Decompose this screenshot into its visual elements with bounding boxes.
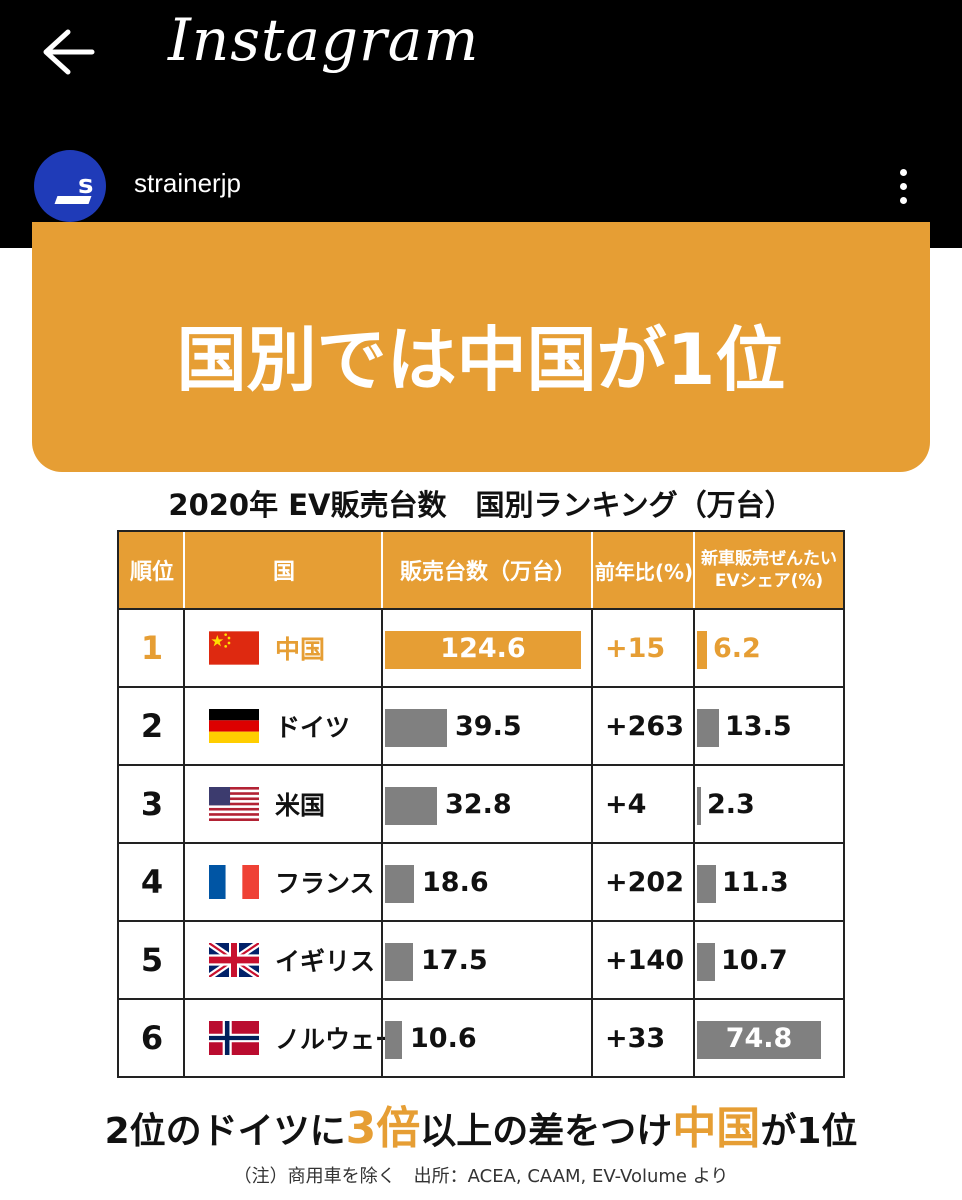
header-divider	[591, 532, 593, 608]
sales-value: 17.5	[421, 944, 488, 976]
sales-bar	[385, 709, 447, 747]
app-title: Instagram	[168, 6, 480, 74]
norway-flag-icon	[209, 1021, 259, 1055]
table-row: 3 米国 32.8 +4 2.3	[119, 764, 843, 842]
share-bar	[697, 943, 715, 981]
country-name: ドイツ	[275, 713, 351, 742]
yoy-value: +202	[605, 866, 684, 898]
rank-cell: 6	[140, 1019, 164, 1057]
sales-bar	[385, 943, 413, 981]
yoy-value: +140	[605, 944, 684, 976]
sales-bar	[385, 1021, 402, 1059]
table-row: 1 中国 124.6 +15 6.2	[119, 608, 843, 686]
share-bar	[697, 787, 701, 825]
germany-flag-icon	[209, 709, 259, 743]
yoy-value: +15	[605, 632, 666, 664]
yoy-value: +33	[605, 1022, 666, 1054]
header-divider	[183, 532, 185, 608]
rank-cell: 3	[140, 785, 164, 823]
header-rank: 順位	[129, 560, 174, 585]
sales-value: 32.8	[445, 788, 512, 820]
back-arrow-icon[interactable]	[38, 24, 98, 80]
china-flag-icon	[209, 631, 259, 665]
column-divider	[591, 608, 593, 1076]
sales-value: 10.6	[410, 1022, 477, 1054]
column-divider	[381, 608, 383, 1076]
header-sales: 販売台数（万台）	[399, 560, 576, 585]
country-name: フランス	[275, 869, 375, 898]
header-divider	[693, 532, 695, 608]
share-value: 2.3	[707, 788, 755, 820]
rank-cell: 5	[140, 941, 164, 979]
sales-value: 18.6	[422, 866, 489, 898]
header-share-line2: EVシェア(%)	[714, 571, 824, 591]
yoy-value: +4	[605, 788, 647, 820]
source-note: （注）商用車を除く 出所：ACEA, CAAM, EV-Volume より	[233, 1166, 729, 1187]
table-row: 2 ドイツ 39.5 +263 13.5	[119, 686, 843, 764]
country-name: イギリス	[275, 947, 376, 976]
share-value: 11.3	[722, 866, 789, 898]
rank-cell: 4	[140, 863, 164, 901]
table-header: 順位 国 販売台数（万台） 前年比(%) 新車販売ぜんたい EVシェア(%)	[119, 532, 843, 608]
table-row: 5 イギリス 17.5 +140 10.7	[119, 920, 843, 998]
more-options-icon[interactable]	[888, 165, 918, 209]
caption: 2位のドイツに3倍以上の差をつけ中国が1位	[0, 1092, 962, 1156]
caption-highlight: 中国	[672, 1103, 761, 1154]
france-flag-icon	[209, 865, 259, 899]
country-name: 中国	[275, 635, 326, 664]
column-divider	[183, 608, 185, 1076]
header-divider	[381, 532, 383, 608]
sales-value: 124.6	[440, 632, 526, 664]
caption-part: が1位	[760, 1111, 858, 1152]
caption-part: 2位のドイツに	[104, 1111, 346, 1152]
avatar[interactable]: s	[34, 150, 106, 222]
country-name: 米国	[275, 791, 326, 820]
share-value: 13.5	[725, 710, 792, 742]
header-share: 新車販売ぜんたい EVシェア(%)	[695, 532, 843, 608]
sales-bar	[385, 865, 414, 903]
rank-cell: 1	[140, 629, 164, 667]
table-row: 6 ノルウェー 10.6 +33 74.8	[119, 998, 843, 1076]
table-title: 2020年 EV販売台数 国別ランキング（万台）	[168, 488, 794, 522]
country-name: ノルウェー	[275, 1025, 401, 1054]
share-bar	[697, 631, 707, 669]
uk-flag-icon	[209, 943, 259, 977]
title-banner	[32, 222, 930, 472]
header-share-line1: 新車販売ぜんたい	[701, 549, 837, 569]
usa-flag-icon	[209, 787, 259, 821]
share-value: 6.2	[713, 632, 761, 664]
avatar-letter: s	[78, 170, 94, 200]
column-divider	[693, 608, 695, 1076]
header-yoy: 前年比(%)	[594, 559, 694, 584]
sales-value: 39.5	[455, 710, 522, 742]
rank-cell: 2	[140, 707, 164, 745]
sales-bar	[385, 787, 437, 825]
caption-part: 以上の差をつけ	[420, 1111, 673, 1152]
ranking-table: 順位 国 販売台数（万台） 前年比(%) 新車販売ぜんたい EVシェア(%) 1…	[117, 530, 845, 1078]
share-bar	[697, 1021, 821, 1059]
header-country: 国	[272, 560, 295, 585]
instagram-header: Instagram s strainerjp	[0, 0, 962, 248]
share-bar	[697, 865, 716, 903]
caption-highlight: 3倍	[345, 1103, 421, 1154]
username-link[interactable]: strainerjp	[134, 168, 241, 198]
banner-title: 国別では中国が1位	[176, 319, 786, 401]
share-value: 74.8	[725, 1022, 793, 1054]
share-bar	[697, 709, 719, 747]
table-row: 4 フランス 18.6 +202 11.3	[119, 842, 843, 920]
share-value: 10.7	[721, 944, 788, 976]
yoy-value: +263	[605, 710, 684, 742]
sales-bar	[385, 631, 581, 669]
